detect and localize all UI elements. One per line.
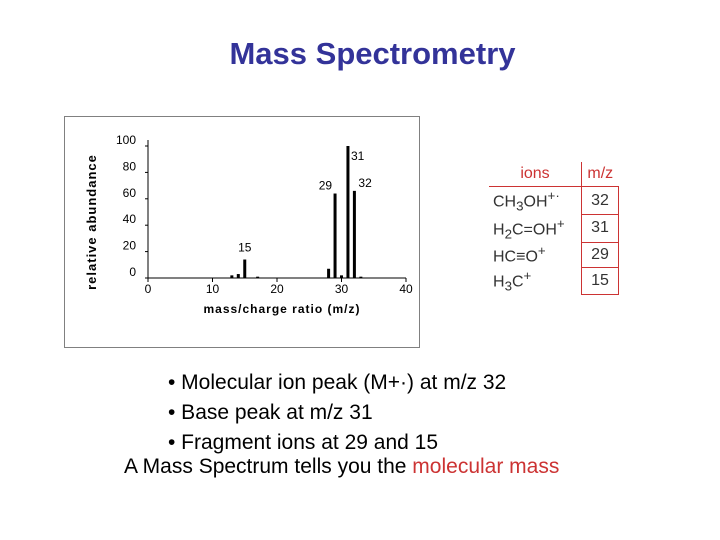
- mz-header: m/z: [581, 162, 619, 187]
- bullet-list: • Molecular ion peak (M+·) at m/z 32 • B…: [168, 368, 506, 458]
- ion-mz: 31: [581, 214, 619, 243]
- peak-label: 29: [319, 179, 333, 193]
- spectrum-bar: [327, 268, 331, 278]
- ions-table-header: ions m/z: [489, 162, 619, 187]
- ion-mz: 15: [581, 267, 619, 296]
- spectrum-bar: [243, 259, 247, 278]
- x-tick-label: 0: [145, 282, 152, 296]
- y-axis-label: relative abundance: [84, 154, 99, 290]
- summary-highlight: molecular mass: [412, 455, 560, 478]
- y-tick-label: 20: [123, 239, 137, 253]
- y-tick-label: 60: [123, 186, 137, 200]
- x-tick-label: 40: [399, 282, 413, 296]
- x-tick-label: 20: [270, 282, 284, 296]
- ion-formula: HC≡O+: [489, 242, 582, 268]
- x-tick-label: 30: [335, 282, 349, 296]
- spectrum-bar: [352, 190, 356, 278]
- y-tick-label: 100: [116, 133, 136, 147]
- chart-bars: [230, 146, 363, 278]
- y-tick-label: 0: [129, 265, 136, 279]
- chart-labels: 15 29 31 32: [238, 149, 372, 255]
- ion-mz: 32: [581, 186, 619, 216]
- table-row: H3C+ 15: [489, 267, 619, 296]
- spectrum-bar: [346, 146, 350, 278]
- ions-header: ions: [489, 162, 582, 187]
- ion-formula: CH3OH+·: [489, 186, 582, 215]
- bullet-item: • Molecular ion peak (M+·) at m/z 32: [168, 371, 507, 394]
- spectrum-bar: [230, 275, 234, 278]
- summary-prefix: A Mass Spectrum tells you the: [124, 455, 413, 478]
- spectrum-bar: [256, 276, 260, 278]
- x-axis-label: mass/charge ratio (m/z): [203, 302, 360, 316]
- ion-formula: H2C=OH+: [489, 214, 582, 243]
- peak-label: 15: [238, 241, 252, 255]
- chart-axes: 0 20 40 60 80 100 0 10 20 30 40 mass/charge ratio (…: [84, 133, 413, 316]
- spectrum-bar: [359, 276, 363, 278]
- peak-label: 32: [358, 176, 372, 190]
- spectrum-figure: [64, 116, 420, 348]
- peak-label: 31: [351, 149, 365, 163]
- table-row: HC≡O+ 29: [489, 242, 619, 268]
- ions-table: ions m/z CH3OH+· 32 H2C=OH+ 31 HC≡O+ 29 …: [489, 162, 619, 296]
- table-row: CH3OH+· 32: [489, 186, 619, 216]
- spectrum-bar: [236, 274, 240, 278]
- summary-text: A Mass Spectrum tells you the molecular …: [124, 455, 559, 479]
- table-row: H2C=OH+ 31: [489, 214, 619, 243]
- bullet-item: • Base peak at m/z 31: [168, 401, 373, 424]
- ion-mz: 29: [581, 242, 619, 268]
- x-tick-label: 10: [206, 282, 220, 296]
- y-tick-label: 40: [123, 212, 137, 226]
- ion-formula: H3C+: [489, 267, 582, 295]
- bullet-item: • Fragment ions at 29 and 15: [168, 431, 439, 454]
- slide-title: Mass Spectrometry: [229, 36, 516, 71]
- spectrum-bar: [333, 193, 337, 278]
- y-tick-label: 80: [123, 159, 137, 173]
- spectrum-bar: [340, 275, 343, 278]
